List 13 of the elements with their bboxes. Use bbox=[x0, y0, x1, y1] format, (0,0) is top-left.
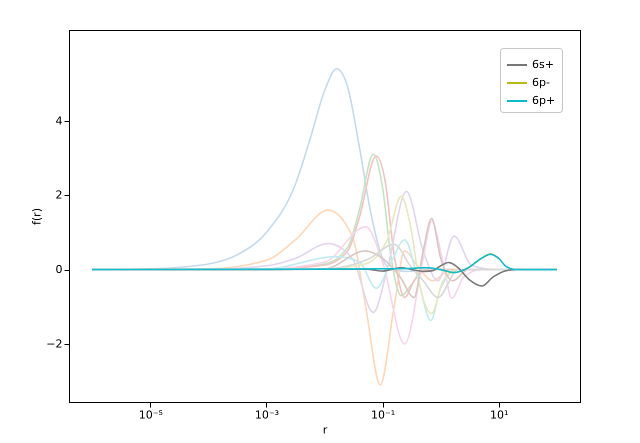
x-tick-label: 10⁻⁵ bbox=[138, 408, 163, 422]
y-tick-label: 2 bbox=[56, 188, 62, 202]
y-tick-label: −2 bbox=[46, 337, 62, 350]
legend-label: 6p- bbox=[532, 76, 550, 89]
y-tick-label: 0 bbox=[56, 263, 62, 276]
y-tick-label: 4 bbox=[56, 114, 62, 128]
y-axis-title: f(r) bbox=[30, 208, 44, 225]
x-axis-title: r bbox=[322, 424, 328, 436]
legend-label: 6s+ bbox=[532, 58, 554, 71]
legend-label: 6p+ bbox=[532, 94, 556, 107]
x-tick-label: 10⁻³ bbox=[254, 408, 280, 422]
x-tick-label: 10⁻¹ bbox=[370, 408, 396, 422]
x-tick-label: 10¹ bbox=[490, 408, 508, 422]
